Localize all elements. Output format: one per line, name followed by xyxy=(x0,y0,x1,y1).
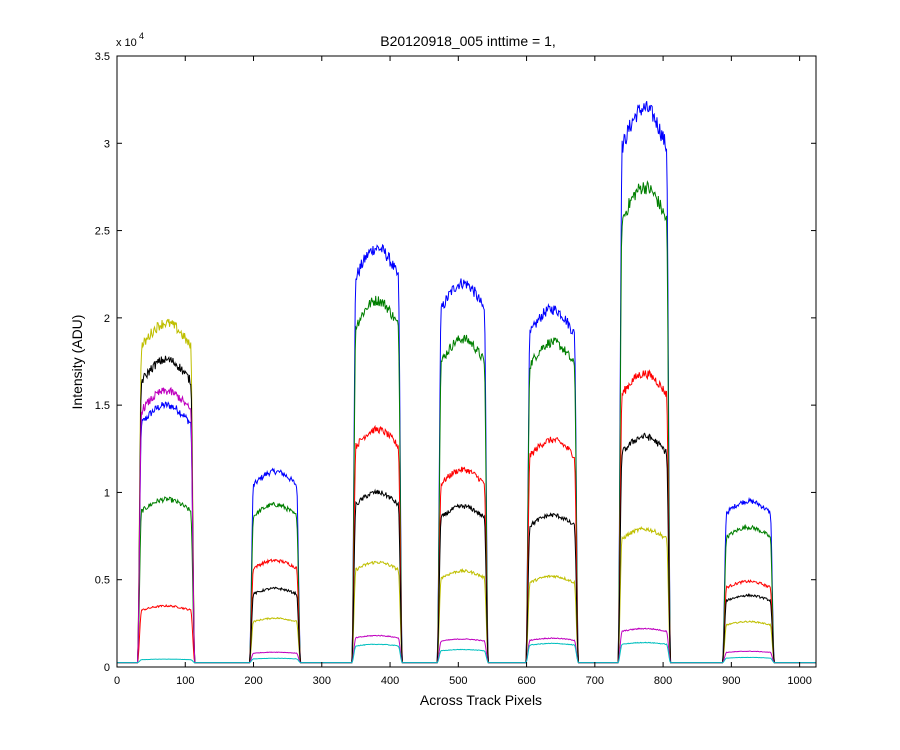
x-tick-label-100: 100 xyxy=(176,675,194,687)
x-tick-label-400: 400 xyxy=(381,675,399,687)
y-tick-label-6: 3 xyxy=(104,138,110,150)
x-axis: 0 100 200 300 400 500 600 700 800 900 1000 xyxy=(114,56,812,687)
x-tick-label-900: 900 xyxy=(722,675,740,687)
y-tick-label-1: 0.5 xyxy=(95,575,110,587)
y-tick-label-0: 0 xyxy=(104,662,110,674)
series-line-3 xyxy=(117,318,816,664)
series-line-5 xyxy=(117,386,816,664)
series-line-1 xyxy=(117,180,816,664)
series-line-2 xyxy=(117,369,816,664)
x-tick-label-200: 200 xyxy=(244,675,262,687)
series-line-0 xyxy=(117,101,816,664)
x-tick-label-700: 700 xyxy=(586,675,604,687)
series-line-6 xyxy=(117,641,816,664)
y-axis: 0 0.5 1 1.5 2 2.5 3 3.5 xyxy=(95,51,816,674)
y-tick-label-4: 2 xyxy=(104,313,110,325)
x-tick-label-1000: 1000 xyxy=(787,675,811,687)
y-axis-multiplier: x 10 xyxy=(116,37,137,49)
x-tick-label-0: 0 xyxy=(114,675,120,687)
series-line-4 xyxy=(117,355,816,664)
x-tick-label-600: 600 xyxy=(517,675,535,687)
y-axis-multiplier-exponent: 4 xyxy=(139,31,144,41)
plot-frame xyxy=(116,55,817,668)
y-tick-label-2: 1 xyxy=(104,487,110,499)
series-layer xyxy=(117,101,816,664)
x-axis-label: Across Track Pixels xyxy=(420,692,542,708)
y-tick-label-3: 1.5 xyxy=(95,400,110,412)
x-tick-label-300: 300 xyxy=(313,675,331,687)
x-tick-label-800: 800 xyxy=(654,675,672,687)
y-tick-label-5: 2.5 xyxy=(95,226,110,238)
y-tick-label-7: 3.5 xyxy=(95,51,110,63)
chart-title: B20120918_005 inttime = 1, xyxy=(380,33,556,49)
y-axis-label: Intensity (ADU) xyxy=(69,315,85,410)
x-tick-label-500: 500 xyxy=(449,675,467,687)
